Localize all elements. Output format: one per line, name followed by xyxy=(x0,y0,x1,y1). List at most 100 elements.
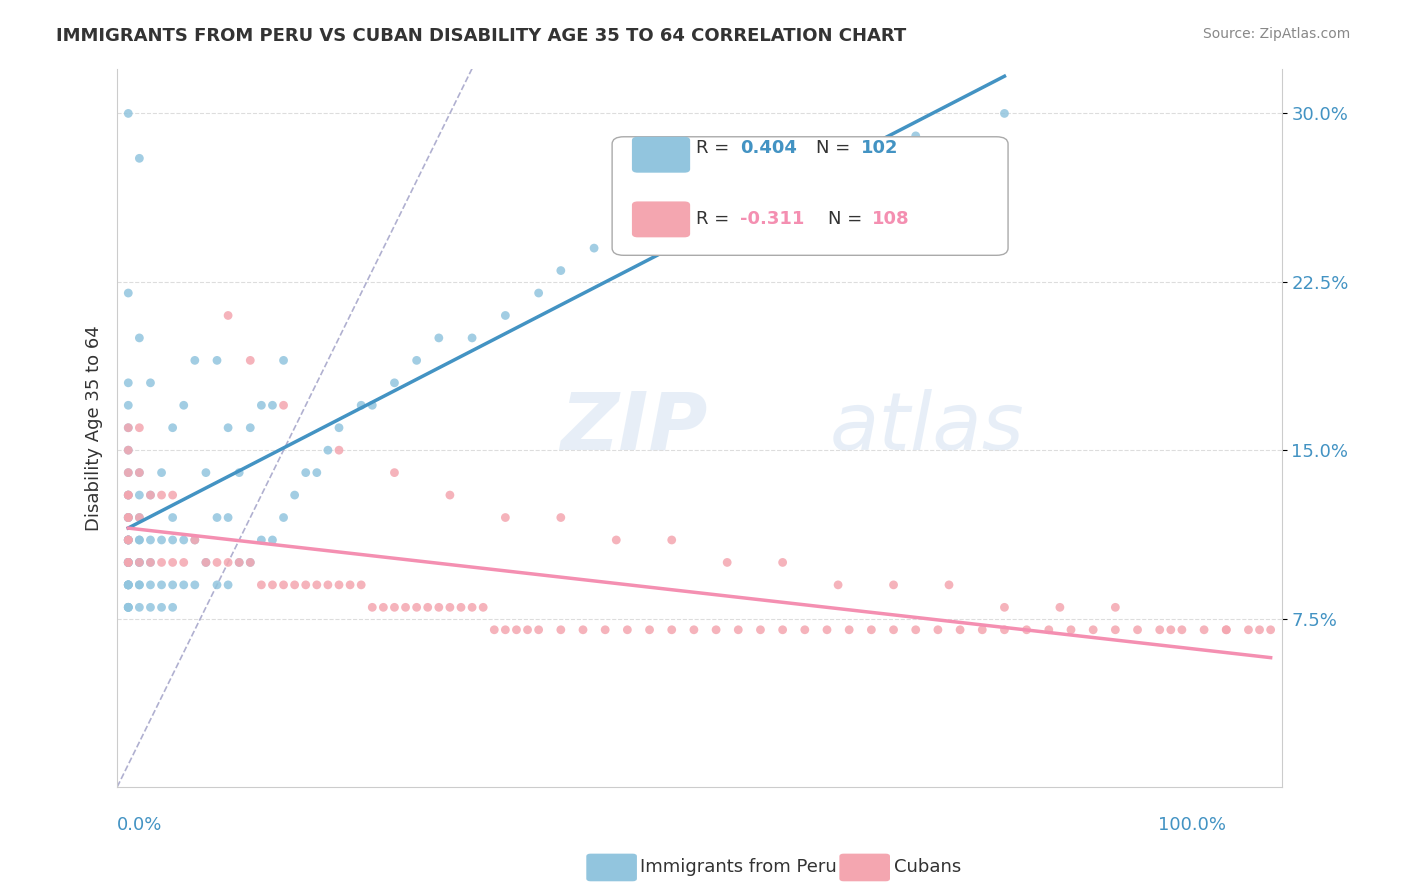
FancyBboxPatch shape xyxy=(631,202,690,237)
Point xyxy=(117,600,139,615)
Point xyxy=(815,623,838,637)
Point xyxy=(117,421,139,435)
Point xyxy=(1149,623,1171,637)
Point xyxy=(384,376,406,390)
Point xyxy=(638,623,661,637)
Point xyxy=(1049,600,1071,615)
Point xyxy=(217,421,239,435)
Point xyxy=(128,533,150,547)
Point xyxy=(150,578,173,592)
Point xyxy=(128,578,150,592)
Point xyxy=(793,623,815,637)
Point xyxy=(827,578,849,592)
Point xyxy=(162,533,184,547)
Point xyxy=(184,533,207,547)
Point xyxy=(117,376,139,390)
Point xyxy=(117,510,139,524)
Point xyxy=(117,578,139,592)
Point xyxy=(316,578,339,592)
Point xyxy=(162,510,184,524)
Point xyxy=(139,556,162,570)
Text: 102: 102 xyxy=(862,138,898,156)
Point xyxy=(838,623,860,637)
Point xyxy=(128,466,150,480)
Point xyxy=(704,623,727,637)
Point xyxy=(484,623,506,637)
Point xyxy=(494,309,516,323)
Point xyxy=(616,623,638,637)
Point xyxy=(162,556,184,570)
Point xyxy=(117,443,139,458)
Point xyxy=(550,263,572,277)
Point xyxy=(150,488,173,502)
Point xyxy=(117,488,139,502)
Point xyxy=(117,488,139,502)
Point xyxy=(117,600,139,615)
Point xyxy=(250,398,273,412)
Point xyxy=(150,600,173,615)
Point xyxy=(427,331,450,345)
Point xyxy=(150,466,173,480)
Point xyxy=(117,578,139,592)
Point xyxy=(162,488,184,502)
Point xyxy=(993,600,1015,615)
FancyBboxPatch shape xyxy=(631,136,690,173)
Text: Source: ZipAtlas.com: Source: ZipAtlas.com xyxy=(1202,27,1350,41)
Point xyxy=(128,556,150,570)
Point xyxy=(683,196,706,211)
Point xyxy=(284,488,307,502)
Point xyxy=(194,466,217,480)
Point xyxy=(205,578,228,592)
Point xyxy=(117,466,139,480)
Point xyxy=(117,510,139,524)
Point xyxy=(117,556,139,570)
Point xyxy=(1215,623,1237,637)
Text: 0.404: 0.404 xyxy=(740,138,797,156)
Point xyxy=(328,443,350,458)
Point xyxy=(128,510,150,524)
Point xyxy=(405,353,427,368)
Point xyxy=(117,466,139,480)
Point xyxy=(128,556,150,570)
Point xyxy=(749,174,772,188)
Point xyxy=(228,556,250,570)
Point xyxy=(860,623,883,637)
Text: ZIP: ZIP xyxy=(560,389,707,467)
Point xyxy=(938,578,960,592)
Text: N =: N = xyxy=(815,138,856,156)
Point xyxy=(117,578,139,592)
Point xyxy=(117,533,139,547)
Point xyxy=(117,421,139,435)
Text: R =: R = xyxy=(696,211,735,228)
Point xyxy=(305,578,328,592)
Point xyxy=(1083,623,1105,637)
Point xyxy=(205,510,228,524)
Point xyxy=(184,353,207,368)
Point xyxy=(505,623,527,637)
Point xyxy=(173,533,195,547)
Point xyxy=(184,578,207,592)
Point xyxy=(461,331,484,345)
Point xyxy=(1192,623,1215,637)
Point xyxy=(328,421,350,435)
Point xyxy=(1015,623,1038,637)
Point xyxy=(749,623,772,637)
Point xyxy=(117,533,139,547)
Text: 0.0%: 0.0% xyxy=(117,815,163,834)
Point xyxy=(772,623,794,637)
Point xyxy=(1060,623,1083,637)
Point xyxy=(605,533,627,547)
Text: Immigrants from Peru: Immigrants from Peru xyxy=(640,858,837,876)
Point xyxy=(273,578,295,592)
Point xyxy=(139,578,162,592)
Point xyxy=(661,623,683,637)
Point xyxy=(527,285,550,300)
Point xyxy=(217,309,239,323)
Point xyxy=(262,533,284,547)
Point xyxy=(150,533,173,547)
Point xyxy=(117,398,139,412)
Point xyxy=(384,466,406,480)
Point xyxy=(439,488,461,502)
Text: 108: 108 xyxy=(872,211,910,228)
Point xyxy=(128,533,150,547)
